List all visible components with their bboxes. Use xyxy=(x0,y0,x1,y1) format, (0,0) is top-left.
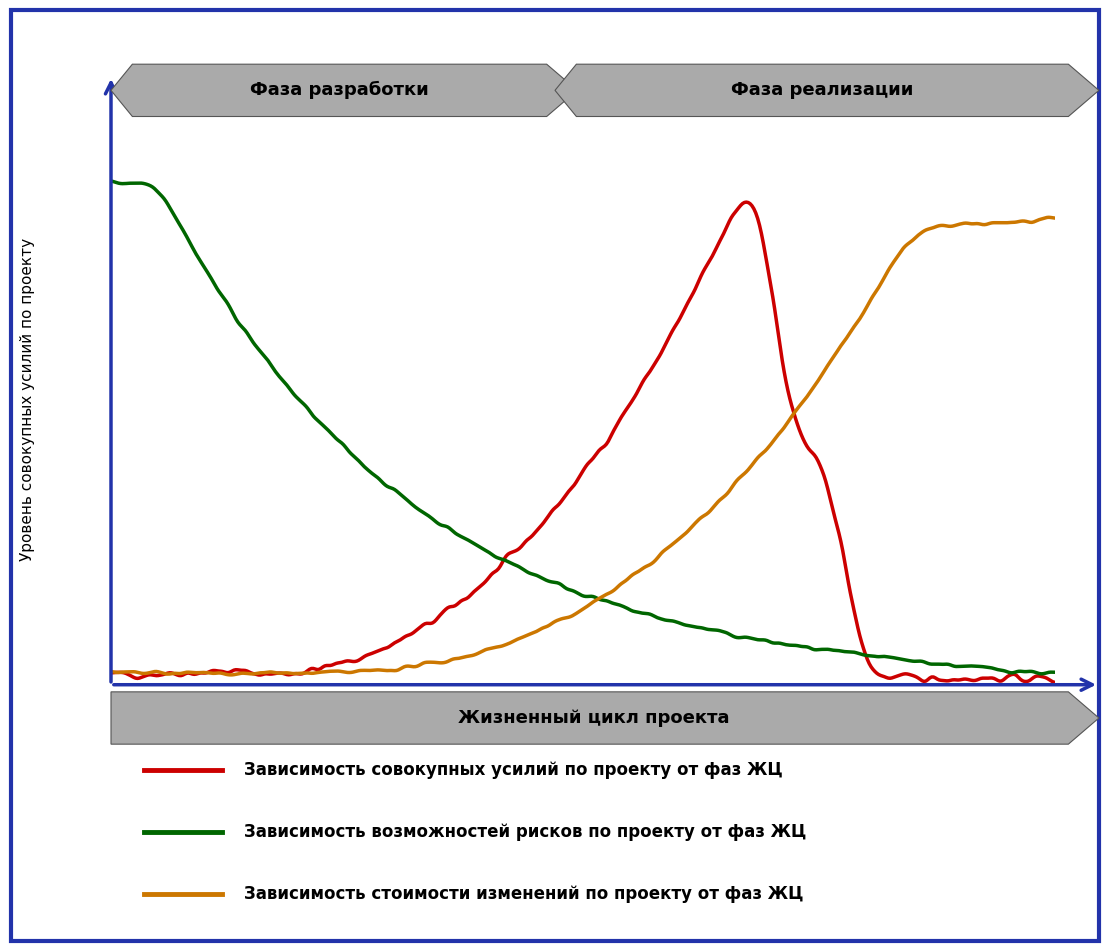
Polygon shape xyxy=(555,65,1099,116)
Text: Уровень совокупных усилий по проекту: Уровень совокупных усилий по проекту xyxy=(20,238,36,561)
Text: Зависимость возможностей рисков по проекту от фаз ЖЦ: Зависимость возможностей рисков по проек… xyxy=(244,824,807,841)
Polygon shape xyxy=(111,65,577,116)
FancyBboxPatch shape xyxy=(11,10,1099,941)
Text: Зависимость стоимости изменений по проекту от фаз ЖЦ: Зависимость стоимости изменений по проек… xyxy=(244,885,804,902)
Text: Зависимость совокупных усилий по проекту от фаз ЖЦ: Зависимость совокупных усилий по проекту… xyxy=(244,762,783,779)
Text: Фаза реализации: Фаза реализации xyxy=(731,82,914,99)
Text: Фаза разработки: Фаза разработки xyxy=(250,81,428,100)
Polygon shape xyxy=(111,692,1099,744)
Text: Жизненный цикл проекта: Жизненный цикл проекта xyxy=(458,709,729,727)
